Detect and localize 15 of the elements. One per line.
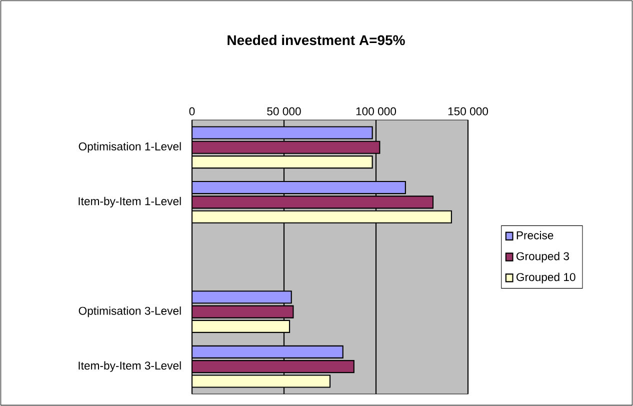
legend-label: Grouped 3 xyxy=(516,252,569,262)
x-tick-label: 50 000 xyxy=(267,107,301,116)
bar xyxy=(192,345,344,358)
x-tick-label: 150 000 xyxy=(448,107,488,116)
chart-title: Needed investment A=95% xyxy=(228,34,405,46)
x-tick-label: 100 000 xyxy=(356,107,396,116)
y-tick-label: Item-by-Item 3-Level xyxy=(78,361,181,372)
legend-label: Grouped 10 xyxy=(516,272,576,284)
bar xyxy=(192,180,406,194)
legend-label: Precise xyxy=(516,231,554,240)
x-tick-label: 0 xyxy=(189,107,195,116)
bar xyxy=(192,290,292,304)
y-tick-label: Optimisation 3-Level xyxy=(78,306,181,318)
y-tick-label: Optimisation 1-Level xyxy=(78,142,181,153)
y-tick-label: Item-by-Item 1-Level xyxy=(78,196,181,208)
